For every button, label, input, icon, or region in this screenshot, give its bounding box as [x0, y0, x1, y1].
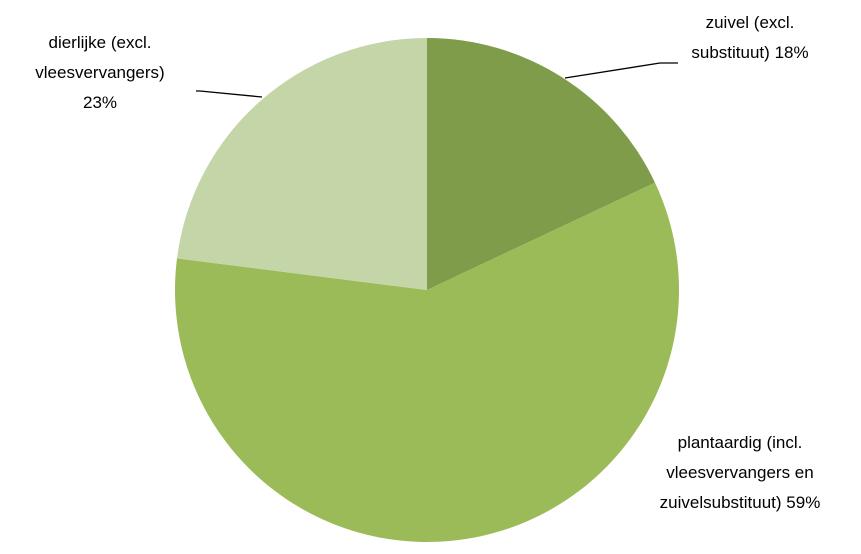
slice-label: plantaardig (incl. vleesvervangers en zu… [655, 428, 825, 518]
slice-label: dierlijke (excl. vleesvervangers) 23% [25, 28, 175, 118]
value-label: 59% [786, 493, 821, 512]
category-name: plantaardig (incl. vleesvervangers en zu… [659, 433, 814, 512]
category-name: zuivel (excl. substituut) [691, 13, 795, 62]
leader-line [564, 62, 678, 79]
slice-label: zuivel (excl. substituut) 18% [680, 8, 820, 68]
leader-line [196, 90, 263, 98]
value-label: 18% [774, 43, 809, 62]
category-name: dierlijke (excl. vleesvervangers) [35, 33, 165, 82]
value-label: 23% [82, 93, 118, 112]
pie-slice [174, 182, 680, 542]
pie-slice [427, 38, 656, 290]
pie-slice [176, 38, 427, 290]
